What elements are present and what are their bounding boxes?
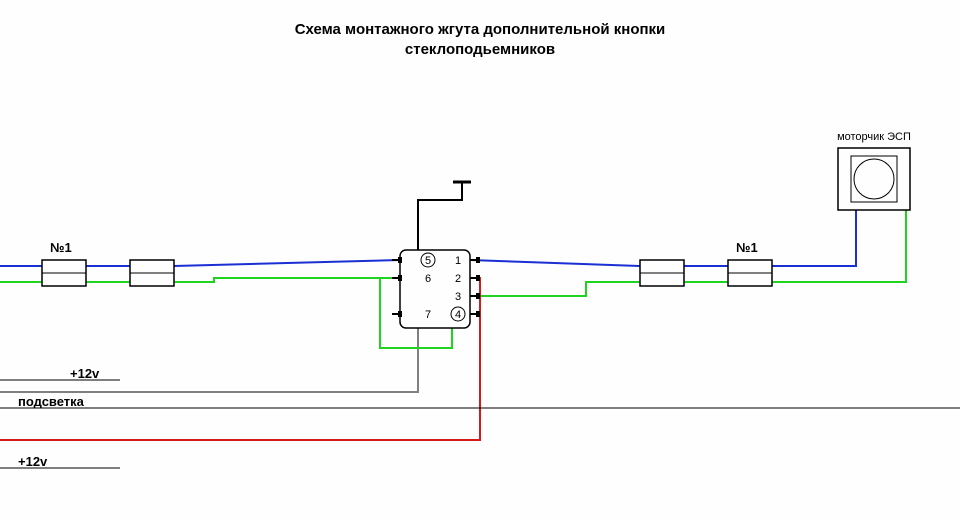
wiring-diagram: Схема монтажного жгута дополнительной кн… [0,0,960,520]
svg-text:6: 6 [425,273,431,285]
svg-text:№1: №1 [736,240,758,255]
svg-text:моторчик ЭСП: моторчик ЭСП [837,131,911,143]
svg-text:+12v: +12v [70,366,100,381]
svg-text:7: 7 [425,309,431,321]
svg-text:4: 4 [455,309,461,321]
svg-text:2: 2 [455,273,461,285]
svg-text:Схема монтажного жгута дополни: Схема монтажного жгута дополнительной кн… [295,21,666,38]
svg-text:№1: №1 [50,240,72,255]
svg-text:3: 3 [455,291,461,303]
svg-text:стеклоподьемников: стеклоподьемников [405,41,555,58]
svg-text:+12v: +12v [18,454,48,469]
svg-text:5: 5 [425,255,431,267]
svg-text:1: 1 [455,255,461,267]
svg-text:подсветка: подсветка [18,394,85,409]
